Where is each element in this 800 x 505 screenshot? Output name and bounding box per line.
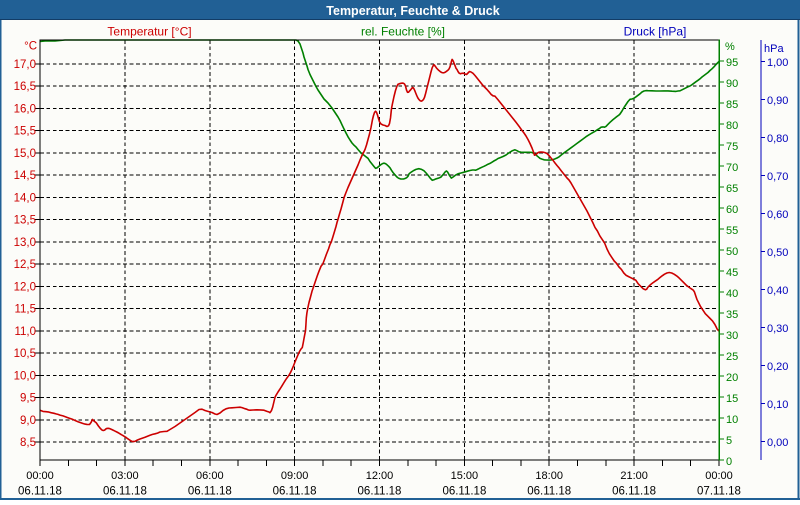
svg-text:Temperatur [°C]: Temperatur [°C]: [107, 25, 191, 39]
svg-text:5: 5: [726, 435, 732, 447]
svg-text:12,0: 12,0: [14, 281, 36, 293]
svg-text:20: 20: [726, 372, 738, 384]
svg-text:00:00: 00:00: [26, 470, 54, 482]
svg-text:0,80: 0,80: [767, 133, 788, 145]
svg-text:80: 80: [726, 120, 738, 132]
svg-text:Druck [hPa]: Druck [hPa]: [624, 25, 687, 39]
svg-text:0,90: 0,90: [767, 95, 788, 107]
svg-text:10,0: 10,0: [14, 370, 36, 382]
svg-text:11,5: 11,5: [14, 304, 36, 316]
svg-text:07.11.18: 07.11.18: [697, 486, 741, 498]
svg-text:8,5: 8,5: [20, 437, 36, 449]
svg-text:%: %: [725, 41, 735, 53]
svg-text:Temperatur, Feuchte & Druck: Temperatur, Feuchte & Druck: [326, 4, 499, 18]
svg-text:85: 85: [726, 99, 738, 111]
svg-text:0,30: 0,30: [767, 323, 788, 335]
svg-text:0,10: 0,10: [767, 399, 788, 411]
svg-text:00:00: 00:00: [705, 470, 733, 482]
svg-text:21:00: 21:00: [620, 470, 648, 482]
svg-text:0: 0: [726, 456, 732, 468]
svg-text:0,00: 0,00: [767, 437, 788, 449]
svg-text:hPa: hPa: [764, 43, 784, 55]
svg-text:65: 65: [726, 183, 738, 195]
svg-text:12,5: 12,5: [14, 259, 36, 271]
svg-text:06.11.18: 06.11.18: [18, 486, 62, 498]
svg-text:06.11.18: 06.11.18: [103, 486, 147, 498]
svg-text:25: 25: [726, 351, 738, 363]
svg-text:0,20: 0,20: [767, 361, 788, 373]
svg-text:15:00: 15:00: [451, 470, 479, 482]
svg-text:60: 60: [726, 204, 738, 216]
svg-text:35: 35: [726, 309, 738, 321]
svg-text:14,5: 14,5: [14, 170, 36, 182]
svg-text:12:00: 12:00: [366, 470, 394, 482]
svg-text:9,0: 9,0: [20, 415, 36, 427]
svg-text:9,5: 9,5: [20, 393, 36, 405]
svg-text:14,0: 14,0: [14, 192, 36, 204]
svg-text:70: 70: [726, 162, 738, 174]
svg-text:06.11.18: 06.11.18: [442, 486, 486, 498]
svg-text:45: 45: [726, 267, 738, 279]
svg-text:30: 30: [726, 330, 738, 342]
svg-text:15,0: 15,0: [14, 148, 36, 160]
svg-text:18:00: 18:00: [535, 470, 563, 482]
svg-text:0,40: 0,40: [767, 285, 788, 297]
svg-text:°C: °C: [24, 41, 37, 53]
svg-text:90: 90: [726, 78, 738, 90]
svg-text:06:00: 06:00: [196, 470, 224, 482]
svg-text:1,00: 1,00: [767, 57, 788, 69]
svg-text:15: 15: [726, 393, 738, 405]
svg-text:11,0: 11,0: [14, 326, 36, 338]
svg-text:0,60: 0,60: [767, 209, 788, 221]
svg-text:75: 75: [726, 141, 738, 153]
svg-text:06.11.18: 06.11.18: [273, 486, 317, 498]
svg-text:0,70: 0,70: [767, 171, 788, 183]
svg-text:10,5: 10,5: [14, 348, 36, 360]
svg-text:06.11.18: 06.11.18: [527, 486, 571, 498]
svg-text:50: 50: [726, 246, 738, 258]
svg-text:03:00: 03:00: [111, 470, 139, 482]
svg-text:16,0: 16,0: [14, 104, 36, 116]
svg-text:13,5: 13,5: [14, 215, 36, 227]
svg-text:06.11.18: 06.11.18: [358, 486, 402, 498]
svg-text:0,50: 0,50: [767, 247, 788, 259]
svg-text:06.11.18: 06.11.18: [188, 486, 232, 498]
svg-text:95: 95: [726, 57, 738, 69]
svg-text:13,0: 13,0: [14, 237, 36, 249]
svg-text:16,5: 16,5: [14, 81, 36, 93]
svg-text:rel. Feuchte [%]: rel. Feuchte [%]: [361, 25, 445, 39]
svg-text:55: 55: [726, 225, 738, 237]
svg-text:09:00: 09:00: [281, 470, 309, 482]
svg-text:06.11.18: 06.11.18: [612, 486, 656, 498]
svg-text:10: 10: [726, 414, 738, 426]
svg-text:17,0: 17,0: [14, 59, 36, 71]
svg-text:15,5: 15,5: [14, 126, 36, 138]
svg-text:40: 40: [726, 288, 738, 300]
